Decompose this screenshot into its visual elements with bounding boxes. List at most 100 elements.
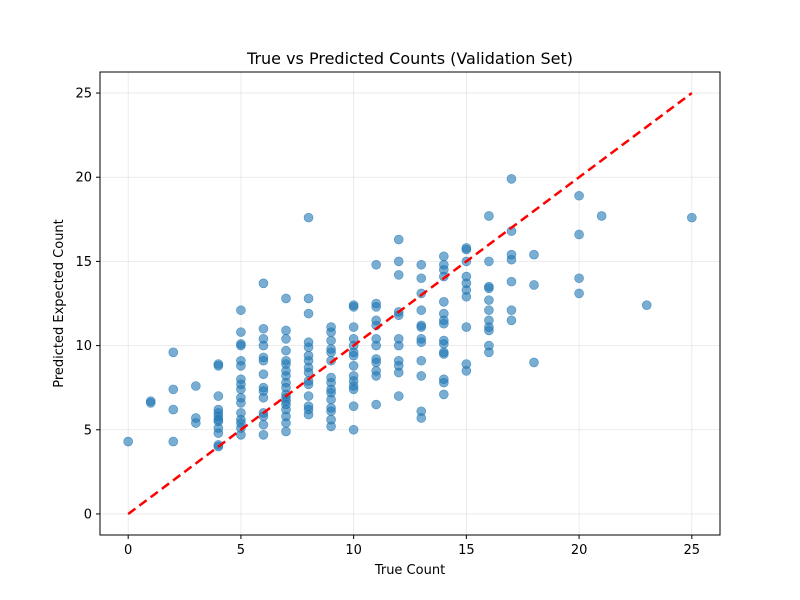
x-tick-label: 0 [124,543,132,558]
data-point [484,295,494,305]
data-point [506,174,517,184]
data-point [506,305,517,316]
data-point [236,430,246,440]
data-point [506,315,517,326]
x-tick-label: 5 [237,543,245,558]
y-tick-label: 25 [75,87,92,102]
y-tick-label: 20 [75,171,92,186]
grid-lines [100,72,720,535]
data-point [191,381,201,391]
data-point [416,371,427,381]
data-point [416,305,427,316]
data-point [303,342,314,353]
data-point [461,291,472,302]
data-point [393,256,404,267]
y-tick-label: 15 [75,255,92,270]
data-point [641,300,652,310]
data-point [393,234,404,245]
data-point [123,436,133,447]
data-point [348,322,359,332]
x-tick-label: 10 [345,543,362,558]
data-point [236,360,246,371]
data-point [168,347,179,358]
data-point [236,384,246,395]
data-point [506,276,517,287]
data-point [303,391,314,401]
data-point [326,394,336,405]
data-point [326,327,336,337]
data-point [326,347,336,358]
data-point [326,406,336,417]
data-point [281,325,291,336]
x-tick-label: 20 [571,543,588,558]
data-point [258,369,269,380]
data-point [371,259,381,270]
data-point [281,418,291,428]
data-point [416,355,427,366]
data-point [168,436,179,447]
data-point [416,322,427,332]
data-point [439,339,449,349]
data-point [439,389,449,400]
data-point [213,428,224,438]
data-point [416,273,427,284]
data-point [416,413,427,423]
x-axis-label: True Count [374,563,445,578]
data-point [461,244,472,255]
data-point [145,398,156,408]
data-point [393,270,404,280]
data-point [213,360,224,371]
data-point [371,371,381,381]
data-point [371,340,381,351]
data-point [258,392,269,403]
data-point [439,349,449,359]
data-point [326,335,336,346]
data-point [303,212,314,223]
data-point [529,357,539,368]
x-tick-label: 25 [684,543,701,558]
reference-line [127,92,693,515]
data-point [529,280,539,290]
data-point [326,355,336,366]
x-axis-ticks: 0 5 10 15 20 25 [124,535,700,558]
data-point [258,278,269,289]
data-point [687,212,697,223]
x-tick-label: 15 [458,543,475,558]
data-point [393,340,404,351]
data-point [574,190,584,201]
y-axis-ticks: 0 5 10 15 20 25 [75,87,100,522]
data-point [303,293,314,304]
data-point [258,419,269,430]
data-point [484,256,494,267]
y-axis-label: Predicted Expected Count [52,219,67,388]
y-tick-label: 0 [84,507,92,522]
data-point [416,259,427,270]
data-point [416,337,427,348]
data-point [326,421,336,432]
data-point [484,211,494,221]
data-point [281,426,291,437]
data-point [348,302,359,312]
data-point [371,357,381,368]
data-point [258,430,269,440]
data-point [236,327,246,337]
data-point [371,399,381,410]
data-point [484,325,494,336]
data-point [236,305,246,316]
data-point [281,293,291,304]
data-point [596,211,607,221]
data-point [213,391,224,401]
data-point [574,288,584,299]
data-point [348,350,359,361]
data-point [439,318,449,329]
data-point [168,404,179,415]
data-point [236,340,246,351]
data-point [461,366,472,376]
data-point [574,273,584,284]
data-point [416,288,427,299]
reference-line-group [127,92,693,515]
y-tick-label: 5 [84,423,92,438]
data-points [123,174,697,452]
